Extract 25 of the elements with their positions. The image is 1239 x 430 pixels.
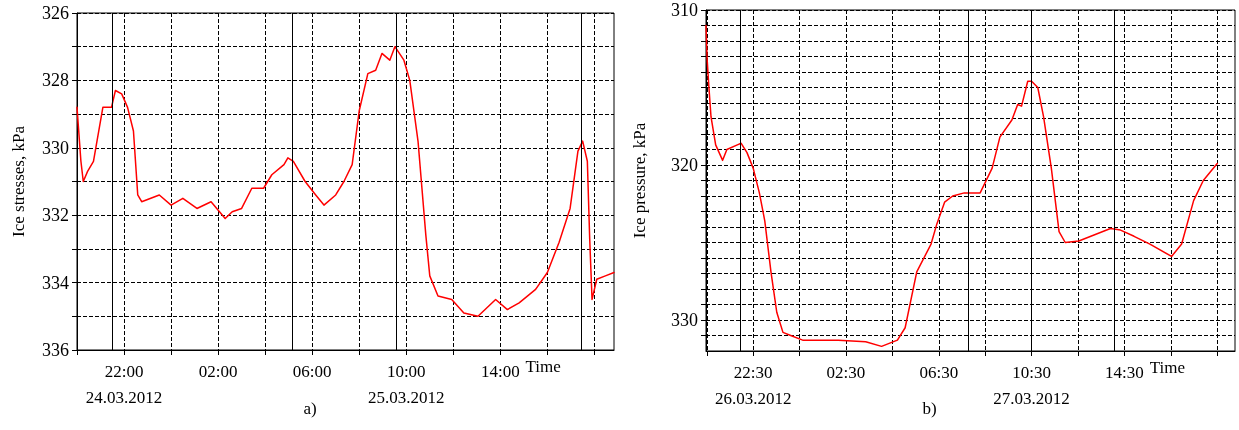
y-tick-label: 330 bbox=[671, 310, 698, 330]
x-tick-label: 06:30 bbox=[919, 362, 959, 382]
y-axis-title: Ice stresses, kPa bbox=[9, 125, 28, 237]
y-tick-label: 310 bbox=[671, 0, 698, 20]
text: b) bbox=[922, 399, 937, 418]
text: a) bbox=[303, 399, 317, 418]
x-tick-label: 10:00 25.03.2012 bbox=[368, 361, 445, 407]
y-tick-label: 336 bbox=[42, 340, 69, 360]
x-tick-label: 14:30 bbox=[1105, 362, 1144, 382]
y-axis-title: Ice pressure, kPa bbox=[630, 122, 649, 239]
y-tick-label: 330 bbox=[42, 137, 69, 158]
x-tick-label: 14:00 bbox=[480, 361, 520, 381]
x-axis-title: Time bbox=[525, 357, 561, 376]
x-tick-label: 02:30 bbox=[826, 362, 866, 382]
y-tick-label: 326 bbox=[42, 3, 69, 23]
x-tick-label: 06:00 bbox=[292, 361, 332, 381]
x-tick-label: 22:30 26.03.2012 bbox=[714, 362, 792, 408]
y-tick-label: 334 bbox=[42, 272, 69, 293]
x-tick-label: 02:00 bbox=[198, 361, 238, 381]
y-tick-label: 332 bbox=[42, 205, 69, 226]
x-tick-label: 22:00 24.03.2012 bbox=[85, 361, 163, 407]
x-tick-label: 10:30 27.03.2012 bbox=[993, 362, 1070, 408]
x-axis-title: Time bbox=[1149, 358, 1185, 377]
y-tick-label: 320 bbox=[671, 155, 698, 175]
y-tick-label: 328 bbox=[42, 70, 69, 91]
